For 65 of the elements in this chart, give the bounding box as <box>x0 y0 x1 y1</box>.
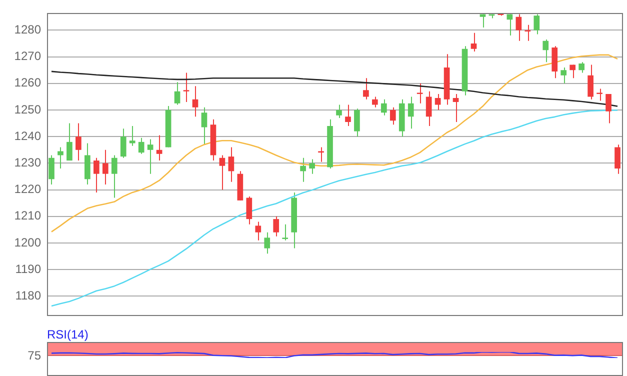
candlestick <box>345 104 351 126</box>
candlestick <box>58 146 64 170</box>
candlestick <box>614 144 620 174</box>
y-tick-label: 1220 <box>14 182 42 196</box>
candlestick <box>93 157 100 193</box>
candlestick <box>282 224 288 241</box>
candlestick <box>138 137 144 154</box>
candlestick <box>309 158 315 174</box>
candlestick <box>273 216 280 237</box>
candlestick <box>156 134 162 162</box>
candlestick <box>120 128 126 158</box>
y-tick-label: 1240 <box>14 128 42 143</box>
candlestick <box>408 96 414 130</box>
candlestick <box>552 46 558 79</box>
y-tick-label: 1210 <box>14 208 42 223</box>
y-tick-label: 1230 <box>14 156 42 170</box>
candlestick <box>560 66 567 84</box>
candlestick <box>336 104 342 118</box>
candlestick <box>76 122 82 162</box>
candlestick <box>416 82 423 104</box>
candlestick <box>201 106 208 146</box>
y-tick-label: 1200 <box>14 235 42 250</box>
candlestick <box>255 221 262 241</box>
candlestick <box>380 98 387 116</box>
candlestick <box>452 94 459 122</box>
candlestick <box>84 142 90 185</box>
candlestick <box>372 96 378 108</box>
candlestick <box>578 62 584 74</box>
y-tick-label: 1180 <box>15 288 42 302</box>
y-tick-label: 1280 <box>14 22 42 37</box>
candlestick <box>246 196 252 225</box>
candlestick <box>363 78 369 100</box>
candlestick <box>570 64 576 79</box>
candlestick <box>111 154 118 198</box>
candlestick <box>534 14 540 35</box>
candlestick <box>596 88 602 102</box>
candlestick <box>390 106 396 126</box>
candlestick <box>606 94 612 124</box>
candlestick <box>174 82 180 106</box>
candlestick <box>516 14 522 42</box>
candlestick <box>588 64 594 100</box>
y-tick-label: 1260 <box>14 76 42 90</box>
candlestick <box>434 94 441 111</box>
candlestick <box>102 149 108 185</box>
candlestick <box>542 39 549 63</box>
candlestick <box>470 32 477 52</box>
candlestick <box>300 157 306 182</box>
candlestick <box>183 72 190 103</box>
candlestick <box>219 154 226 190</box>
text: 75 <box>28 348 42 362</box>
candlestick <box>264 232 270 254</box>
y-tick-label: 1250 <box>14 102 42 116</box>
candlestick <box>147 138 154 174</box>
candlestick <box>354 108 360 138</box>
candlestick <box>129 125 136 146</box>
y-tick-label: 1270 <box>14 49 42 64</box>
candlestick <box>524 24 531 42</box>
y-tick-label: 1190 <box>15 262 42 276</box>
candlestick <box>48 154 54 185</box>
candlestick <box>318 146 324 162</box>
candlestick <box>228 146 234 182</box>
chart-title: RSI(14) <box>47 327 88 342</box>
candlestick <box>192 86 198 118</box>
candlestick <box>426 90 432 126</box>
candlestick <box>66 122 72 162</box>
